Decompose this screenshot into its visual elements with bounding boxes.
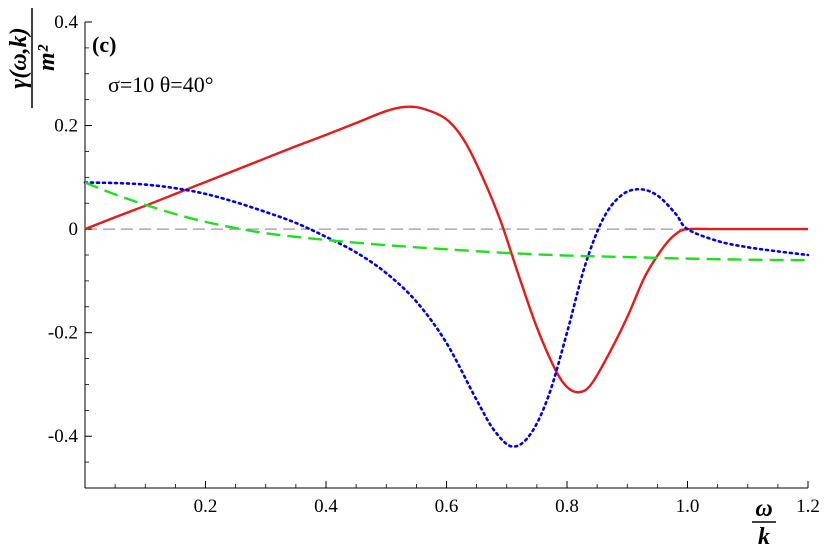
x-tick-label: 0.2 — [194, 496, 218, 517]
parameter-annotation: σ=10 θ=40° — [108, 72, 214, 97]
series-line-green-dashed — [84, 181, 809, 262]
series-line-blue-dotted — [83, 181, 810, 448]
x-axis-label: ω k — [752, 496, 776, 550]
x-tick-label: 0.4 — [314, 496, 338, 517]
y-tick-label: 0 — [69, 219, 79, 240]
y-axis-label-numerator: γ(ω,k) — [6, 27, 32, 88]
x-tick-label: 1.0 — [676, 496, 700, 517]
x-tick-label: 0.8 — [555, 496, 579, 517]
y-axis-label: γ(ω,k) m² — [6, 8, 60, 108]
y-tick-group: 0.4 0.2 0 -0.2 -0.4 — [48, 12, 92, 489]
panel-label: (c) — [92, 32, 116, 57]
x-tick-label: 1.2 — [796, 496, 820, 517]
x-axis-label-numerator: ω — [755, 496, 772, 522]
series-line-red-solid — [84, 105, 808, 394]
x-tick-group: 0.2 0.4 0.6 0.8 1.0 1.2 — [114, 481, 820, 517]
y-tick-label: -0.2 — [48, 323, 78, 344]
x-tick-label: 0.6 — [435, 496, 459, 517]
y-tick-label: 0.4 — [54, 12, 78, 33]
x-axis-label-denominator: k — [758, 524, 770, 550]
y-tick-label: -0.4 — [48, 426, 79, 447]
y-axis-label-denominator: m² — [34, 44, 60, 71]
series-group — [83, 105, 810, 448]
y-tick-label: 0.2 — [54, 116, 78, 137]
